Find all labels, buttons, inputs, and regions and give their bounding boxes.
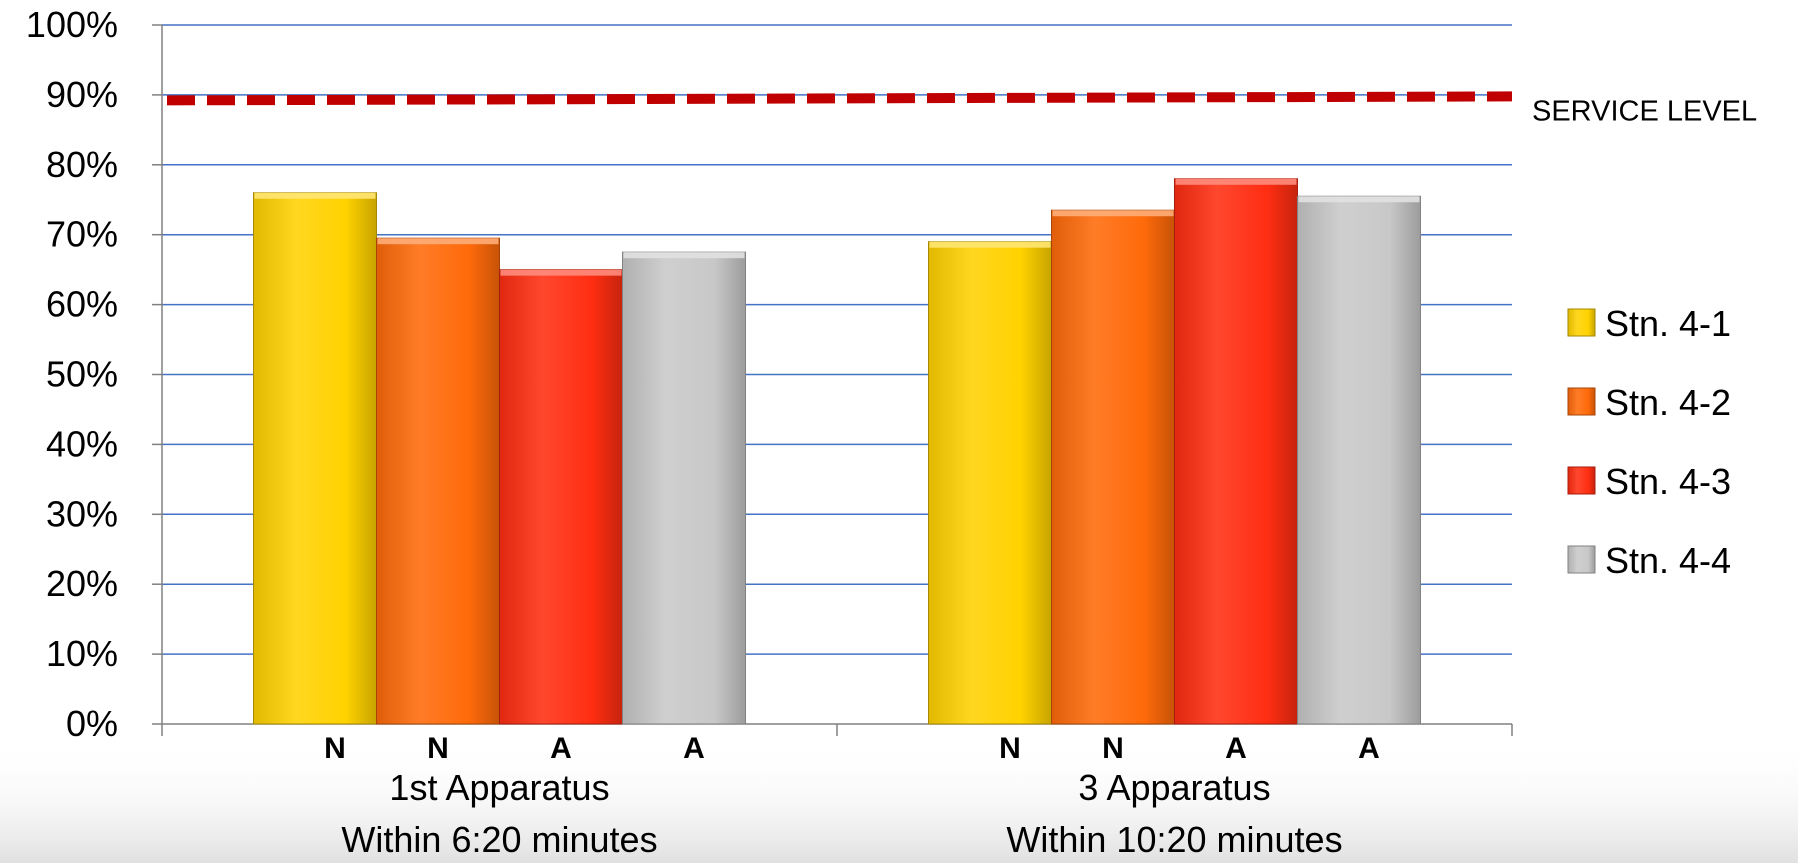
- bar-top-highlight: [254, 192, 376, 199]
- background-fade: [0, 740, 1798, 863]
- bar-letter-label: A: [1358, 732, 1380, 765]
- bar: [376, 237, 500, 725]
- bar-letter-label: N: [427, 732, 449, 765]
- bar-letter-label: A: [683, 732, 705, 765]
- bar-top-highlight: [500, 269, 622, 276]
- bar-letter-label: A: [550, 732, 572, 765]
- bar: [499, 269, 623, 725]
- bar-top-highlight: [1175, 178, 1297, 185]
- bar-letter-label: A: [1225, 732, 1247, 765]
- bar-top-highlight: [377, 238, 499, 245]
- legend-label: Stn. 4-4: [1605, 540, 1731, 581]
- legend: Stn. 4-1 Stn. 4-2 Stn. 4-3 Stn. 4-4: [1567, 303, 1731, 581]
- legend-swatch: [1567, 545, 1596, 574]
- service-level-label: SERVICE LEVEL: [1532, 95, 1757, 127]
- bar-letter-label: N: [1102, 732, 1124, 765]
- y-tick-label: 30%: [46, 493, 118, 534]
- bar: [1297, 195, 1421, 725]
- category-label-line1: 3 Apparatus: [1078, 767, 1270, 808]
- y-tick-label: 70%: [46, 214, 118, 255]
- y-tick-label: 60%: [46, 284, 118, 325]
- y-tick-label: 0%: [66, 703, 118, 744]
- legend-swatch: [1567, 308, 1596, 337]
- bar: [622, 251, 746, 725]
- bar-top-highlight: [1298, 196, 1420, 203]
- service-level-line: SERVICE LEVEL: [166, 91, 1757, 127]
- service-level-line-dashed: [166, 91, 1513, 106]
- y-tick-label: 40%: [46, 423, 118, 464]
- bar-top-highlight: [929, 241, 1051, 248]
- bar: [253, 192, 377, 725]
- bar-letter-label: N: [999, 732, 1021, 765]
- bar: [1051, 209, 1175, 725]
- y-tick-label: 100%: [26, 4, 118, 45]
- y-tick-label: 10%: [46, 633, 118, 674]
- legend-swatch: [1567, 387, 1596, 416]
- legend-swatch: [1567, 466, 1596, 495]
- y-tick-label: 80%: [46, 144, 118, 185]
- y-tick-label: 90%: [46, 74, 118, 115]
- y-tick-label: 20%: [46, 563, 118, 604]
- category-label-line2: Within 10:20 minutes: [1006, 819, 1342, 860]
- bars: [253, 178, 1421, 725]
- bar-top-highlight: [623, 252, 745, 259]
- bar: [928, 241, 1052, 725]
- axis-labels: 0%10%20%30%40%50%60%70%80%90%100%N N A A1st…: [26, 4, 1380, 860]
- category-label-line2: Within 6:20 minutes: [341, 819, 657, 860]
- legend-label: Stn. 4-1: [1605, 303, 1731, 344]
- bar-letter-label: N: [324, 732, 346, 765]
- legend-label: Stn. 4-2: [1605, 382, 1731, 423]
- y-tick-label: 50%: [46, 354, 118, 395]
- legend-label: Stn. 4-3: [1605, 461, 1731, 502]
- bar-top-highlight: [1052, 210, 1174, 217]
- bar: [1174, 178, 1298, 725]
- category-label-line1: 1st Apparatus: [389, 767, 609, 808]
